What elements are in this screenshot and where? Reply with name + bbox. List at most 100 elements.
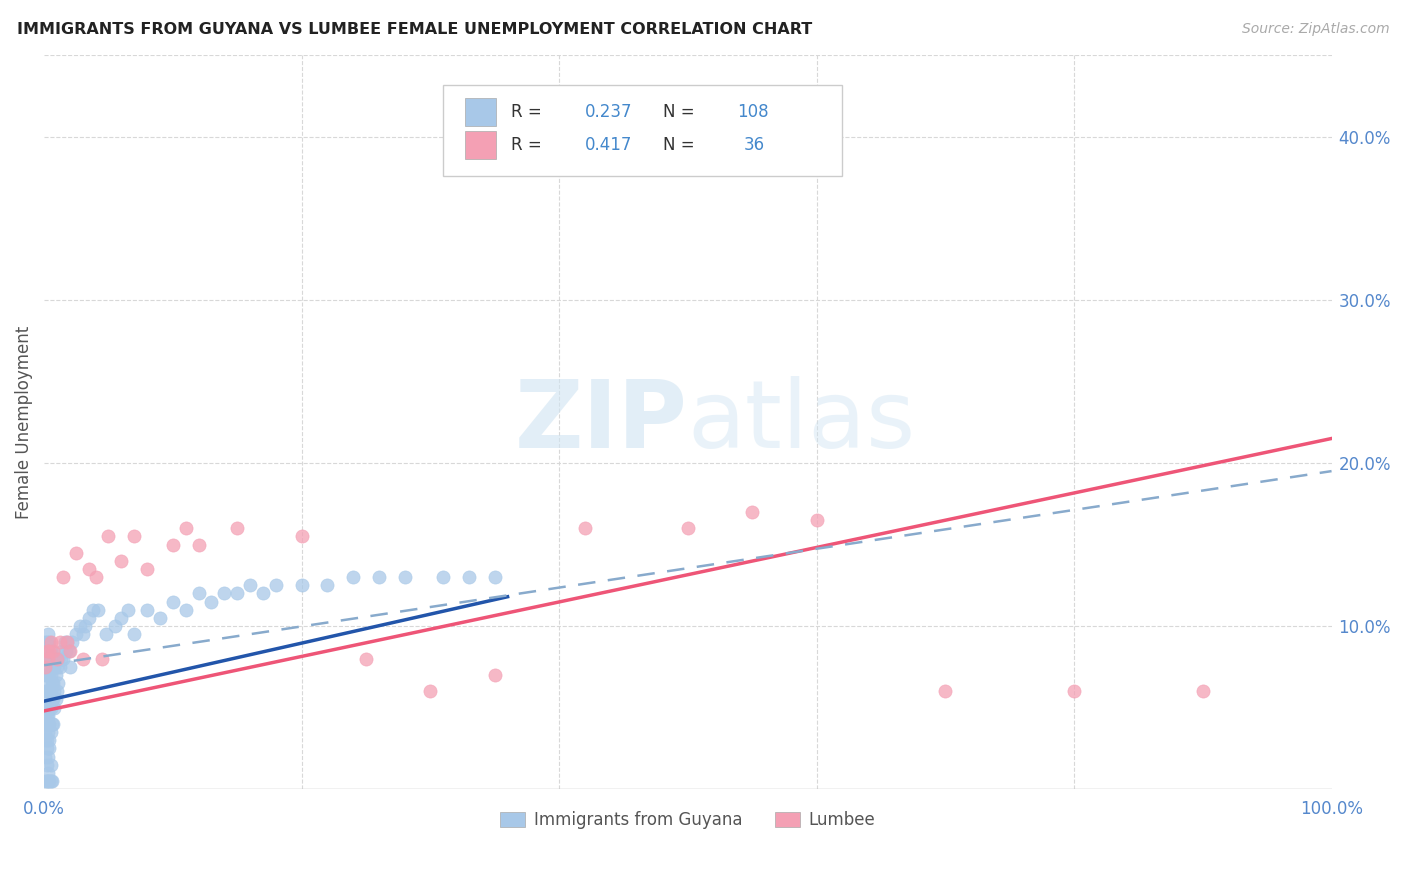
Point bbox=[39, 700, 62, 714]
FancyBboxPatch shape bbox=[443, 85, 842, 177]
Text: ZIP: ZIP bbox=[515, 376, 688, 468]
Point bbox=[41, 692, 63, 706]
Point bbox=[342, 570, 364, 584]
Point bbox=[94, 627, 117, 641]
Point bbox=[37, 660, 59, 674]
Point bbox=[46, 684, 69, 698]
Point bbox=[39, 668, 62, 682]
Point bbox=[42, 643, 65, 657]
Point bbox=[200, 594, 222, 608]
Point bbox=[39, 757, 62, 772]
Point bbox=[46, 651, 69, 665]
Point bbox=[56, 635, 79, 649]
Point bbox=[51, 643, 73, 657]
Point bbox=[484, 668, 506, 682]
Point bbox=[117, 603, 139, 617]
Point bbox=[58, 643, 80, 657]
Point bbox=[34, 749, 56, 764]
Point bbox=[42, 676, 65, 690]
Point bbox=[122, 529, 145, 543]
Point bbox=[38, 668, 60, 682]
FancyBboxPatch shape bbox=[465, 98, 496, 126]
Point bbox=[122, 627, 145, 641]
Point bbox=[77, 611, 100, 625]
Point bbox=[239, 578, 262, 592]
Point bbox=[38, 717, 60, 731]
Point bbox=[34, 700, 56, 714]
Point bbox=[45, 692, 67, 706]
Point bbox=[741, 505, 763, 519]
Point bbox=[34, 733, 56, 747]
Point bbox=[37, 676, 59, 690]
Text: Source: ZipAtlas.com: Source: ZipAtlas.com bbox=[1241, 22, 1389, 37]
Point bbox=[35, 733, 58, 747]
Point bbox=[37, 651, 59, 665]
Point bbox=[394, 570, 416, 584]
Point bbox=[38, 774, 60, 789]
Point bbox=[34, 708, 56, 723]
Point bbox=[46, 660, 69, 674]
Point bbox=[264, 578, 287, 592]
Point bbox=[34, 660, 56, 674]
Point bbox=[52, 651, 75, 665]
Point bbox=[316, 578, 339, 592]
Point bbox=[97, 529, 120, 543]
Point bbox=[34, 684, 56, 698]
Point bbox=[1191, 684, 1213, 698]
Point bbox=[44, 684, 66, 698]
Point bbox=[34, 635, 56, 649]
Point bbox=[37, 643, 59, 657]
Point bbox=[187, 586, 209, 600]
Point bbox=[574, 521, 596, 535]
Point bbox=[34, 651, 56, 665]
Point bbox=[104, 619, 127, 633]
Point bbox=[110, 611, 132, 625]
Point bbox=[35, 757, 58, 772]
Point bbox=[48, 635, 70, 649]
Text: N =: N = bbox=[664, 136, 700, 154]
Point bbox=[38, 733, 60, 747]
Point bbox=[110, 554, 132, 568]
Point bbox=[39, 774, 62, 789]
Point bbox=[52, 570, 75, 584]
Text: R =: R = bbox=[512, 136, 547, 154]
Point bbox=[42, 692, 65, 706]
Point bbox=[136, 562, 159, 576]
Point bbox=[806, 513, 828, 527]
Point bbox=[38, 635, 60, 649]
Point bbox=[37, 627, 59, 641]
Point bbox=[37, 692, 59, 706]
Point bbox=[41, 676, 63, 690]
Point bbox=[291, 529, 314, 543]
Point bbox=[46, 651, 69, 665]
Point bbox=[35, 700, 58, 714]
Text: R =: R = bbox=[512, 103, 547, 120]
FancyBboxPatch shape bbox=[465, 131, 496, 160]
Point bbox=[214, 586, 236, 600]
Point bbox=[42, 660, 65, 674]
Point bbox=[53, 635, 76, 649]
Point bbox=[367, 570, 389, 584]
Point bbox=[34, 725, 56, 739]
Point bbox=[226, 586, 249, 600]
Point bbox=[84, 570, 107, 584]
Point bbox=[34, 774, 56, 789]
Point bbox=[162, 537, 184, 551]
Point bbox=[291, 578, 314, 592]
Point bbox=[69, 619, 91, 633]
Point bbox=[226, 521, 249, 535]
Point bbox=[37, 749, 59, 764]
Text: 36: 36 bbox=[744, 136, 765, 154]
Point bbox=[39, 643, 62, 657]
Legend: Immigrants from Guyana, Lumbee: Immigrants from Guyana, Lumbee bbox=[494, 805, 882, 836]
Point bbox=[62, 635, 84, 649]
Point bbox=[39, 725, 62, 739]
Text: atlas: atlas bbox=[688, 376, 917, 468]
Point bbox=[37, 708, 59, 723]
Point bbox=[35, 684, 58, 698]
Point bbox=[37, 725, 59, 739]
Point bbox=[34, 717, 56, 731]
Point bbox=[59, 643, 82, 657]
Point bbox=[35, 635, 58, 649]
Point bbox=[37, 774, 59, 789]
